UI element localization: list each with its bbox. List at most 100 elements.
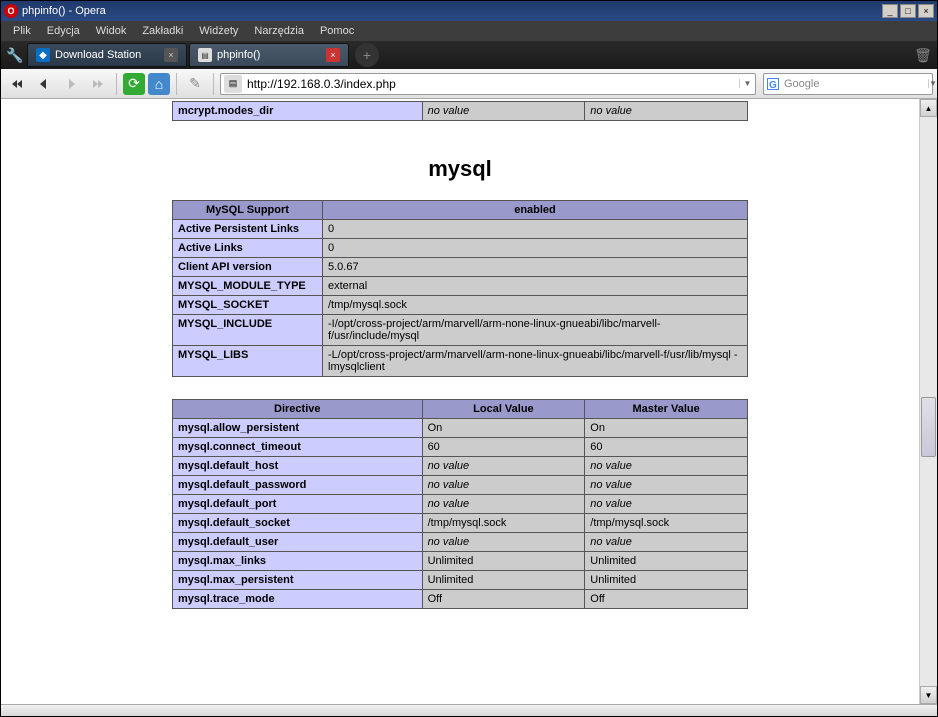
table-row: Client API version5.0.67 [173, 258, 748, 277]
table-row: mysql.default_userno valueno value [173, 533, 748, 552]
wand-button[interactable]: ✎ [183, 72, 207, 96]
tab-close-button[interactable]: × [164, 48, 178, 62]
table-row: mysql.default_socket/tmp/mysql.sock/tmp/… [173, 514, 748, 533]
tab-icon: ◆ [36, 48, 50, 62]
master-value-cell: Unlimited [585, 571, 748, 590]
master-value-cell: 60 [585, 438, 748, 457]
mysql-support-table: MySQL Support enabled Active Persistent … [172, 200, 748, 377]
section-title: mysql [1, 156, 919, 182]
key-cell: MYSQL_INCLUDE [173, 315, 323, 346]
wrench-icon[interactable]: 🔧 [3, 43, 27, 67]
master-value-cell: no value [585, 476, 748, 495]
table-row: mysql.trace_modeOffOff [173, 590, 748, 609]
directive-cell: mysql.allow_persistent [173, 419, 423, 438]
table-header-row: MySQL Support enabled [173, 201, 748, 220]
local-value-cell: no value [422, 495, 585, 514]
table-row: MYSQL_LIBS-L/opt/cross-project/arm/marve… [173, 346, 748, 377]
statusbar [1, 704, 937, 716]
home-button[interactable]: ⌂ [148, 73, 170, 95]
menu-widok[interactable]: Widok [88, 23, 135, 39]
maximize-button[interactable]: □ [900, 4, 916, 18]
scroll-down-button[interactable]: ▼ [920, 686, 937, 704]
rewind-button[interactable] [5, 72, 29, 96]
value-cell: 5.0.67 [323, 258, 748, 277]
directive-cell: mysql.max_links [173, 552, 423, 571]
menu-edycja[interactable]: Edycja [39, 23, 88, 39]
fast-forward-button[interactable] [86, 72, 110, 96]
tabbar: 🔧 ◆ Download Station × ▤ phpinfo() × + 🗑 [1, 41, 937, 69]
back-button[interactable] [32, 72, 56, 96]
value-cell: 0 [323, 220, 748, 239]
master-value-cell: Off [585, 590, 748, 609]
table-row: mysql.default_passwordno valueno value [173, 476, 748, 495]
master-value-cell: On [585, 419, 748, 438]
value-cell: -L/opt/cross-project/arm/marvell/arm-non… [323, 346, 748, 377]
url-dropdown[interactable]: ▼ [739, 79, 755, 88]
separator [213, 73, 214, 95]
local-value-cell: no value [422, 457, 585, 476]
value-cell: 0 [323, 239, 748, 258]
key-cell: MYSQL_SOCKET [173, 296, 323, 315]
local-value-cell: On [422, 419, 585, 438]
tab-phpinfo[interactable]: ▤ phpinfo() × [189, 43, 349, 67]
opera-icon: O [4, 4, 18, 18]
tab-close-button[interactable]: × [326, 48, 340, 62]
page-content[interactable]: mcrypt.modes_dir no value no value mysql… [1, 99, 919, 704]
scroll-up-button[interactable]: ▲ [920, 99, 937, 117]
header-local: Local Value [422, 400, 585, 419]
navbar: ⟳ ⌂ ✎ ▤ ▼ G ▼ [1, 69, 937, 99]
directive-cell: mysql.trace_mode [173, 590, 423, 609]
tab-label: Download Station [55, 49, 141, 61]
table-row: mysql.default_hostno valueno value [173, 457, 748, 476]
local-value-cell: no value [422, 102, 585, 121]
mysql-directives-table: Directive Local Value Master Value mysql… [172, 399, 748, 609]
close-button[interactable]: × [918, 4, 934, 18]
local-value-cell: /tmp/mysql.sock [422, 514, 585, 533]
tab-download-station[interactable]: ◆ Download Station × [27, 43, 187, 67]
value-cell: external [323, 277, 748, 296]
value-cell: /tmp/mysql.sock [323, 296, 748, 315]
header-master: Master Value [585, 400, 748, 419]
directive-cell: mysql.default_password [173, 476, 423, 495]
separator [176, 73, 177, 95]
scroll-thumb[interactable] [921, 397, 936, 457]
mcrypt-table: mcrypt.modes_dir no value no value [172, 101, 748, 121]
scroll-track[interactable] [920, 117, 937, 686]
header-directive: Directive [173, 400, 423, 419]
svg-text:G: G [769, 80, 777, 90]
directive-cell: mysql.connect_timeout [173, 438, 423, 457]
url-input[interactable] [245, 77, 739, 91]
page-icon: ▤ [224, 75, 242, 93]
master-value-cell: no value [585, 495, 748, 514]
trash-icon[interactable]: 🗑 [911, 43, 935, 67]
menu-plik[interactable]: Plik [5, 23, 39, 39]
titlebar: O phpinfo() - Opera _ □ × [1, 1, 937, 21]
local-value-cell: Unlimited [422, 571, 585, 590]
local-value-cell: 60 [422, 438, 585, 457]
minimize-button[interactable]: _ [882, 4, 898, 18]
key-cell: Active Persistent Links [173, 220, 323, 239]
search-input[interactable] [782, 78, 928, 90]
forward-button[interactable] [59, 72, 83, 96]
master-value-cell: no value [585, 533, 748, 552]
table-header-row: Directive Local Value Master Value [173, 400, 748, 419]
menu-widzety[interactable]: Widżety [191, 23, 246, 39]
new-tab-button[interactable]: + [355, 43, 379, 67]
local-value-cell: Off [422, 590, 585, 609]
directive-cell: mysql.default_host [173, 457, 423, 476]
local-value-cell: no value [422, 533, 585, 552]
directive-cell: mysql.default_port [173, 495, 423, 514]
table-row: mysql.max_linksUnlimitedUnlimited [173, 552, 748, 571]
master-value-cell: no value [585, 102, 748, 121]
reload-button[interactable]: ⟳ [123, 73, 145, 95]
menu-pomoc[interactable]: Pomoc [312, 23, 362, 39]
menu-narzedzia[interactable]: Narzędzia [246, 23, 312, 39]
menu-zakladki[interactable]: Zakładki [134, 23, 191, 39]
tab-icon: ▤ [198, 48, 212, 62]
search-dropdown[interactable]: ▼ [928, 79, 937, 88]
local-value-cell: no value [422, 476, 585, 495]
table-row: mysql.allow_persistentOnOn [173, 419, 748, 438]
url-bar: ▤ ▼ [220, 73, 756, 95]
table-row: mysql.max_persistentUnlimitedUnlimited [173, 571, 748, 590]
tab-label: phpinfo() [217, 49, 260, 61]
